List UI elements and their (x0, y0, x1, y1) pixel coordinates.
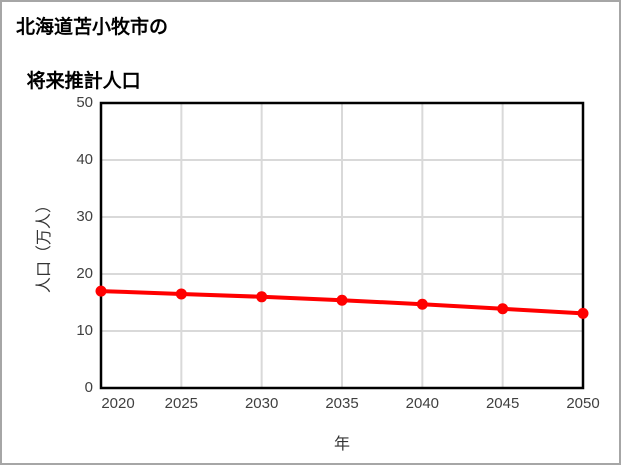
x-tick-label: 2025 (164, 395, 199, 412)
x-axis-title: 年 (333, 436, 351, 453)
x-tick-label: 2050 (566, 395, 600, 412)
data-point-marker (175, 288, 187, 300)
chart-title-line1: 北海道苫小牧市の (16, 17, 169, 38)
y-tick-label: 20 (76, 265, 93, 282)
y-tick-label: 40 (76, 151, 93, 168)
x-tick-label: 2020 (101, 395, 135, 412)
y-tick-label: 50 (76, 94, 93, 111)
y-tick-label: 10 (76, 322, 93, 339)
data-point-marker (95, 285, 107, 297)
chart-title-line2: 将来推計人口 (26, 71, 141, 92)
data-point-marker (336, 294, 348, 306)
data-point-marker (497, 303, 509, 315)
data-point-marker (416, 298, 428, 310)
y-tick-label: 30 (76, 208, 93, 225)
axes-frame (99, 101, 585, 390)
y-tick-label: 0 (84, 379, 93, 396)
chart-title: 北海道苫小牧市の 将来推計人口 (16, 14, 168, 95)
x-tick-label: 2030 (244, 395, 279, 412)
x-tick-label: 2045 (485, 395, 520, 412)
y-axis-title: 人口（万人） (36, 196, 53, 294)
data-point-marker (256, 291, 268, 303)
x-tick-label: 2035 (325, 395, 359, 412)
data-point-marker (577, 307, 589, 319)
x-tick-label: 2040 (405, 395, 440, 412)
